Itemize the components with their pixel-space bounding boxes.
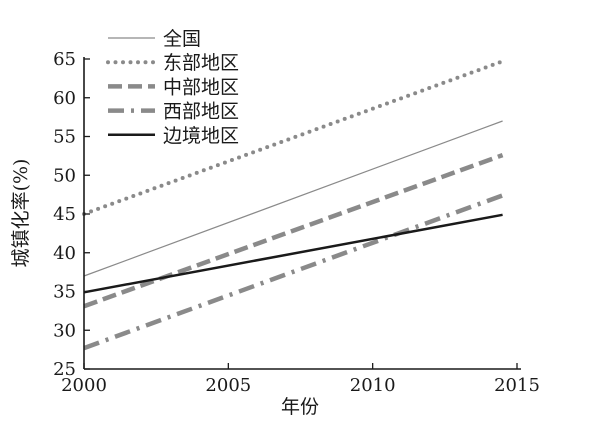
series-line-4 [83, 193, 504, 351]
plot-lines [82, 59, 505, 351]
legend-label-3: 中部地区 [163, 76, 239, 98]
y-axis-label: 城镇化率(%) [10, 159, 32, 268]
legend-label-2: 东部地区 [163, 52, 239, 74]
x-tick-label: 2000 [61, 375, 107, 396]
y-tick-label: 35 [53, 282, 76, 303]
series-line-2 [82, 59, 505, 216]
x-tick-label: 2015 [494, 375, 540, 396]
y-tick-label: 55 [53, 127, 76, 148]
y-tick-label: 50 [53, 165, 76, 186]
series-line-5 [83, 213, 503, 294]
x-ticks: 2000 2005 2010 2015 [61, 363, 540, 396]
y-tick-label: 25 [53, 359, 76, 380]
series-line-1 [83, 120, 503, 277]
y-tick-label: 60 [53, 88, 76, 109]
x-tick-label: 2005 [205, 375, 251, 396]
y-ticks: 25 30 35 40 45 50 55 60 65 [53, 49, 90, 380]
legend-label-1: 全国 [163, 28, 201, 50]
legend-label-5: 边境地区 [163, 125, 239, 147]
y-tick-label: 40 [53, 243, 76, 264]
legend-label-4: 西部地区 [163, 101, 239, 123]
series-line-3 [83, 152, 504, 309]
y-tick-label: 45 [53, 204, 76, 225]
y-tick-label: 30 [53, 320, 76, 341]
x-axis-label: 年份 [281, 396, 319, 418]
y-tick-label: 65 [53, 49, 76, 70]
axes [83, 57, 521, 370]
x-tick-label: 2010 [350, 375, 396, 396]
